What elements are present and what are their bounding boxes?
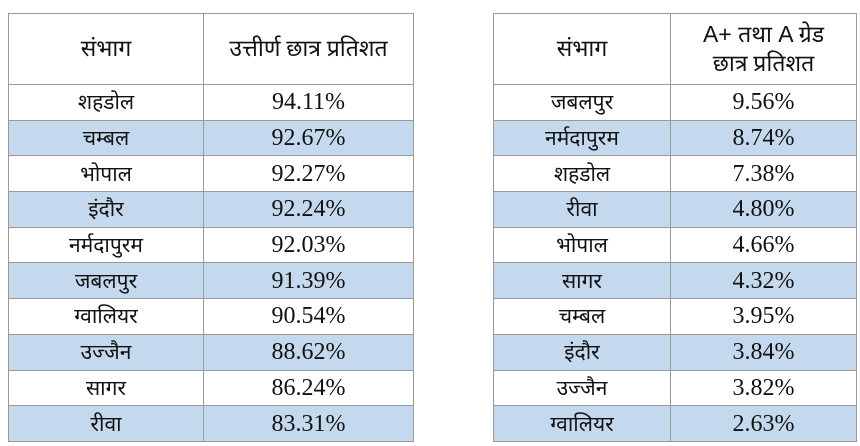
division-cell: इंदौर — [493, 333, 671, 371]
division-cell: ग्वालियर — [493, 405, 671, 442]
table-row: सागर 86.24% — [8, 369, 414, 407]
percentage-cell: 86.24% — [203, 369, 414, 407]
table-row: जबलपुर 91.39% — [8, 262, 414, 300]
division-column-header: संभाग — [493, 13, 671, 85]
grade-percentage-table: संभाग A+ तथा A ग्रेड छात्र प्रतिशत जबलपु… — [493, 13, 857, 442]
percentage-cell: 3.84% — [670, 333, 857, 371]
division-cell: ग्वालियर — [8, 298, 204, 335]
percentage-cell: 90.54% — [203, 298, 414, 335]
division-cell: इंदौर — [8, 191, 204, 228]
division-cell: रीवा — [493, 191, 671, 228]
division-cell: रीवा — [8, 405, 204, 442]
division-cell: जबलपुर — [8, 262, 204, 300]
percentage-cell: 4.32% — [670, 262, 857, 300]
division-cell: चम्बल — [8, 119, 204, 157]
division-cell: नर्मदापुरम — [493, 119, 671, 157]
table-row: नर्मदापुरम 92.03% — [8, 226, 414, 264]
table-row: सागर 4.32% — [493, 262, 857, 300]
division-cell: भोपाल — [8, 155, 204, 193]
grade-header-line-1: A+ तथा A ग्रेड — [702, 21, 825, 47]
division-cell: सागर — [493, 262, 671, 300]
percentage-cell: 88.62% — [203, 333, 414, 371]
table-row: भोपाल 4.66% — [493, 226, 857, 264]
percentage-cell: 94.11% — [203, 84, 414, 121]
table-row: ग्वालियर 90.54% — [8, 298, 414, 335]
division-cell: जबलपुर — [493, 84, 671, 121]
table-row: चम्बल 92.67% — [8, 119, 414, 157]
grade-percentage-column-header: A+ तथा A ग्रेड छात्र प्रतिशत — [670, 13, 857, 85]
table-row: नर्मदापुरम 8.74% — [493, 119, 857, 157]
pass-percentage-table: संभाग उत्तीर्ण छात्र प्रतिशत शहडोल 94.11%… — [8, 13, 414, 442]
grade-header-line-2: छात्र प्रतिशत — [712, 51, 815, 76]
percentage-cell: 9.56% — [670, 84, 857, 121]
table-row: चम्बल 3.95% — [493, 298, 857, 335]
table-row: शहडोल 94.11% — [8, 84, 414, 121]
division-cell: उज्जैन — [493, 369, 671, 407]
percentage-cell: 4.66% — [670, 226, 857, 264]
table-row: शहडोल 7.38% — [493, 155, 857, 193]
pass-percentage-column-header: उत्तीर्ण छात्र प्रतिशत — [203, 13, 414, 85]
table-row: रीवा 83.31% — [8, 405, 414, 442]
table-header-row: संभाग उत्तीर्ण छात्र प्रतिशत — [8, 13, 414, 85]
percentage-cell: 92.27% — [203, 155, 414, 193]
percentage-cell: 3.95% — [670, 298, 857, 335]
division-cell: नर्मदापुरम — [8, 226, 204, 264]
table-row: इंदौर 3.84% — [493, 333, 857, 371]
percentage-cell: 3.82% — [670, 369, 857, 407]
division-cell: भोपाल — [493, 226, 671, 264]
percentage-cell: 83.31% — [203, 405, 414, 442]
table-row: जबलपुर 9.56% — [493, 84, 857, 121]
table-header-row: संभाग A+ तथा A ग्रेड छात्र प्रतिशत — [493, 13, 857, 85]
percentage-cell: 92.24% — [203, 191, 414, 228]
table-row: इंदौर 92.24% — [8, 191, 414, 228]
division-column-header: संभाग — [8, 13, 204, 85]
division-cell: चम्बल — [493, 298, 671, 335]
table-row: उज्जैन 88.62% — [8, 333, 414, 371]
table-row: भोपाल 92.27% — [8, 155, 414, 193]
division-cell: शहडोल — [8, 84, 204, 121]
percentage-cell: 8.74% — [670, 119, 857, 157]
division-cell: शहडोल — [493, 155, 671, 193]
percentage-cell: 92.67% — [203, 119, 414, 157]
percentage-cell: 91.39% — [203, 262, 414, 300]
division-cell: उज्जैन — [8, 333, 204, 371]
table-row: उज्जैन 3.82% — [493, 369, 857, 407]
table-row: रीवा 4.80% — [493, 191, 857, 228]
division-cell: सागर — [8, 369, 204, 407]
percentage-cell: 7.38% — [670, 155, 857, 193]
table-row: ग्वालियर 2.63% — [493, 405, 857, 442]
percentage-cell: 92.03% — [203, 226, 414, 264]
percentage-cell: 4.80% — [670, 191, 857, 228]
percentage-cell: 2.63% — [670, 405, 857, 442]
